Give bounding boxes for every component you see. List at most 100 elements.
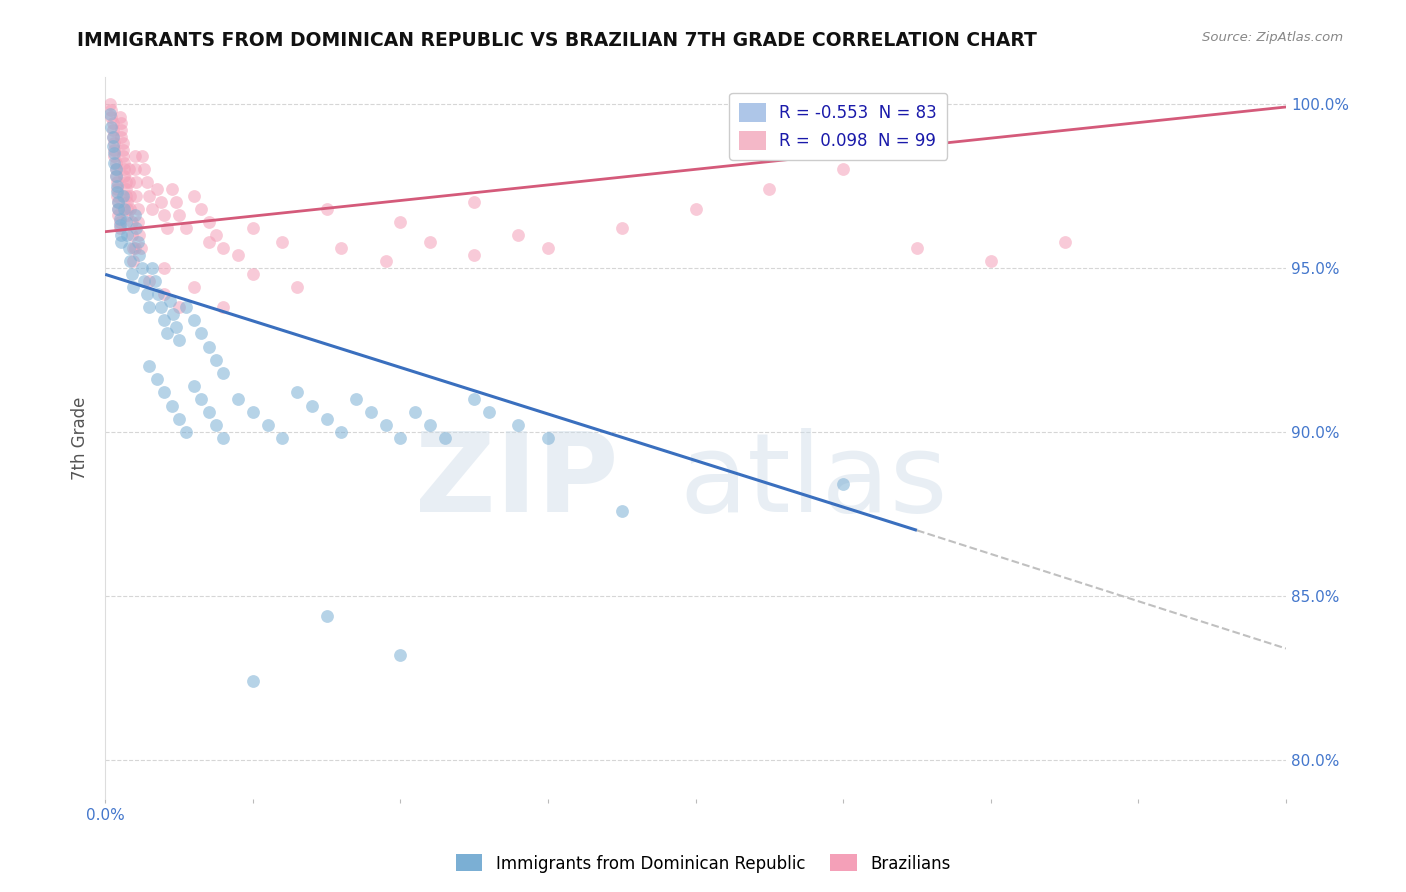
Point: [212, 432, 235, 446]
Point: [104, 169, 127, 183]
Point: [190, 202, 212, 216]
Point: [101, 123, 124, 137]
Point: [112, 169, 135, 183]
Point: [127, 235, 149, 249]
Point: [146, 182, 169, 196]
Point: [389, 648, 412, 662]
Point: [115, 215, 138, 229]
Point: [242, 405, 264, 419]
Point: [156, 221, 179, 235]
Point: [162, 307, 184, 321]
Point: [242, 221, 264, 235]
Text: atlas: atlas: [679, 428, 948, 535]
Point: [980, 254, 1002, 268]
Point: [108, 221, 131, 235]
Point: [111, 149, 134, 163]
Point: [226, 392, 249, 406]
Point: [129, 241, 152, 255]
Point: [148, 287, 170, 301]
Point: [389, 215, 412, 229]
Point: [118, 162, 141, 177]
Point: [138, 188, 160, 202]
Point: [176, 300, 198, 314]
Point: [117, 208, 139, 222]
Point: [118, 241, 141, 255]
Point: [167, 411, 190, 425]
Point: [197, 340, 219, 354]
Point: [135, 176, 157, 190]
Point: [117, 195, 139, 210]
Point: [120, 254, 142, 268]
Point: [101, 129, 124, 144]
Point: [463, 392, 485, 406]
Point: [197, 215, 219, 229]
Point: [104, 155, 127, 169]
Point: [125, 188, 148, 202]
Point: [183, 280, 205, 294]
Point: [404, 405, 426, 419]
Point: [226, 247, 249, 261]
Point: [141, 202, 163, 216]
Point: [167, 333, 190, 347]
Point: [107, 195, 129, 210]
Point: [115, 188, 138, 202]
Point: [120, 188, 142, 202]
Point: [685, 202, 707, 216]
Point: [167, 300, 190, 314]
Point: [905, 241, 928, 255]
Point: [103, 149, 125, 163]
Point: [135, 287, 157, 301]
Point: [117, 227, 139, 242]
Point: [832, 477, 855, 491]
Point: [285, 385, 308, 400]
Point: [110, 123, 132, 137]
Point: [832, 162, 855, 177]
Point: [145, 274, 167, 288]
Point: [105, 182, 128, 196]
Point: [124, 149, 146, 163]
Point: [131, 149, 153, 163]
Point: [105, 188, 128, 202]
Point: [138, 274, 160, 288]
Point: [107, 195, 129, 210]
Point: [103, 143, 125, 157]
Point: [190, 392, 212, 406]
Point: [610, 503, 633, 517]
Point: [271, 432, 294, 446]
Point: [374, 418, 396, 433]
Point: [242, 674, 264, 689]
Point: [153, 287, 176, 301]
Point: [100, 110, 122, 124]
Point: [105, 176, 128, 190]
Point: [537, 432, 560, 446]
Point: [132, 162, 155, 177]
Point: [212, 241, 235, 255]
Point: [125, 221, 148, 235]
Point: [197, 405, 219, 419]
Point: [758, 182, 780, 196]
Point: [120, 202, 142, 216]
Legend: Immigrants from Dominican Republic, Brazilians: Immigrants from Dominican Republic, Braz…: [449, 847, 957, 880]
Point: [103, 155, 125, 169]
Point: [111, 143, 134, 157]
Point: [153, 313, 176, 327]
Point: [197, 235, 219, 249]
Point: [205, 418, 228, 433]
Point: [285, 280, 308, 294]
Point: [160, 182, 183, 196]
Point: [104, 169, 127, 183]
Y-axis label: 7th Grade: 7th Grade: [72, 397, 89, 480]
Point: [105, 186, 128, 200]
Point: [124, 208, 146, 222]
Point: [537, 241, 560, 255]
Point: [138, 359, 160, 374]
Point: [159, 293, 181, 308]
Point: [118, 176, 141, 190]
Point: [108, 215, 131, 229]
Point: [128, 247, 150, 261]
Point: [103, 145, 125, 160]
Point: [160, 399, 183, 413]
Point: [463, 195, 485, 210]
Point: [110, 129, 132, 144]
Point: [389, 432, 412, 446]
